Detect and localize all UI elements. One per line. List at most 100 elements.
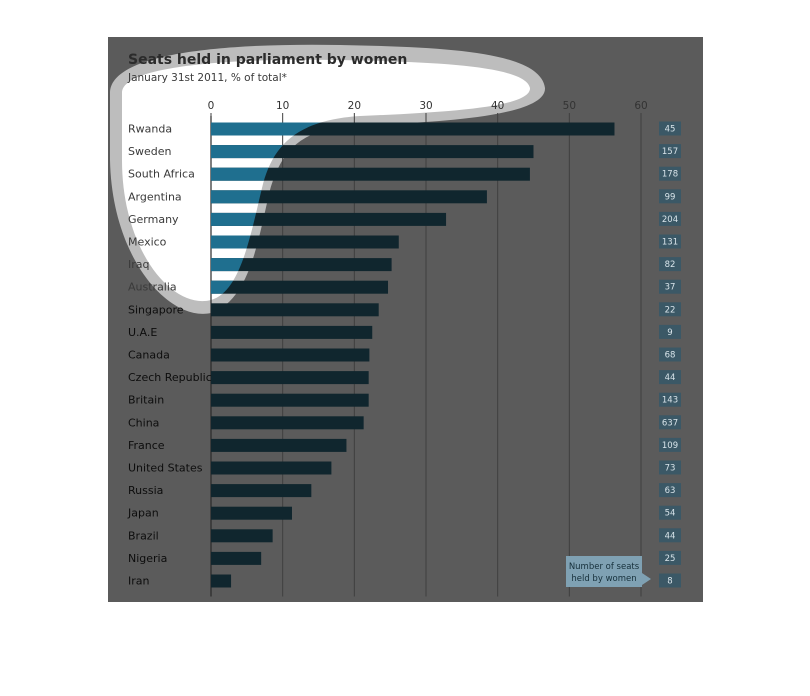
category-label: Brazil — [128, 529, 159, 542]
x-tick-label: 0 — [208, 100, 215, 112]
x-tick-label: 30 — [419, 100, 432, 112]
seat-count: 99 — [665, 192, 676, 202]
seat-count-box — [659, 121, 681, 136]
seat-count-box — [659, 189, 681, 204]
seat-count: 22 — [665, 305, 676, 315]
seat-count: 204 — [662, 215, 678, 225]
seat-count-box — [659, 166, 681, 181]
seat-count-box — [659, 234, 681, 249]
seat-count-box — [659, 324, 681, 339]
seat-count-box — [659, 437, 681, 452]
x-tick-label: 10 — [276, 100, 289, 112]
seat-count-box — [659, 392, 681, 407]
seat-count-box — [659, 370, 681, 385]
bar — [211, 212, 447, 226]
bar — [211, 280, 389, 294]
bars — [211, 122, 615, 588]
category-label: Britain — [128, 394, 164, 407]
seat-count-box — [659, 505, 681, 520]
seat-count: 82 — [665, 260, 676, 270]
seats-legend-box — [566, 556, 651, 587]
seat-count: 68 — [665, 351, 676, 361]
seat-count: 44 — [665, 531, 676, 541]
seat-count: 54 — [665, 509, 676, 519]
seat-count-box — [659, 347, 681, 362]
category-label: Iraq — [128, 258, 150, 271]
bar — [211, 348, 370, 362]
seat-count: 178 — [662, 170, 678, 180]
seat-count-box — [659, 460, 681, 475]
seat-count-box — [659, 528, 681, 543]
category-label: U.A.E — [128, 326, 157, 339]
seat-count-box — [659, 302, 681, 317]
bar — [211, 122, 615, 136]
bar — [211, 529, 273, 543]
seat-count: 637 — [662, 418, 678, 428]
seat-count-box — [659, 550, 681, 565]
category-label: China — [128, 416, 159, 429]
bar — [211, 393, 369, 407]
category-label: Japan — [127, 507, 159, 520]
seat-count-box — [659, 279, 681, 294]
seat-count: 8 — [667, 577, 672, 587]
bar — [211, 258, 392, 272]
x-tick-label: 60 — [634, 100, 647, 112]
x-tick-label: 50 — [563, 100, 576, 112]
bar — [211, 506, 292, 520]
seat-count: 109 — [662, 441, 678, 451]
bar — [211, 438, 347, 452]
bar — [211, 303, 379, 317]
category-label: South Africa — [128, 168, 195, 181]
category-label: Iran — [128, 575, 150, 588]
seat-count: 131 — [662, 238, 678, 248]
chart-subtitle: January 31st 2011, % of total* — [127, 72, 287, 84]
seats-legend-line1: Number of seats — [569, 562, 640, 572]
category-label: France — [128, 439, 165, 452]
bar — [211, 551, 262, 565]
bar — [211, 190, 487, 204]
seat-count-box — [659, 257, 681, 272]
category-label: Czech Republic — [128, 371, 212, 384]
seat-count: 73 — [665, 464, 676, 474]
seat-count: 37 — [665, 283, 676, 293]
category-label: Canada — [128, 349, 170, 362]
seat-count-box — [659, 415, 681, 430]
seat-count: 157 — [662, 147, 678, 157]
bar — [211, 574, 232, 588]
x-tick-label: 20 — [348, 100, 361, 112]
seat-count: 44 — [665, 373, 676, 383]
seat-count-box — [659, 483, 681, 498]
bar — [211, 235, 399, 249]
seat-count-box — [659, 211, 681, 226]
bar — [211, 325, 373, 339]
category-label: Argentina — [128, 190, 182, 203]
bar — [211, 484, 312, 498]
category-label: Mexico — [128, 236, 167, 249]
x-tick-label: 40 — [491, 100, 504, 112]
chart-title: Seats held in parliament by women — [128, 52, 407, 68]
seat-count-box — [659, 144, 681, 159]
category-label: United States — [128, 462, 203, 475]
category-label: Australia — [128, 281, 177, 294]
category-label: Sweden — [128, 145, 171, 158]
seat-count-box — [659, 573, 681, 588]
category-label: Nigeria — [128, 552, 167, 565]
bar — [211, 145, 534, 159]
seat-count: 143 — [662, 396, 678, 406]
bar — [211, 371, 369, 385]
seats-legend: Number of seats held by women — [566, 556, 651, 587]
category-label: Germany — [128, 213, 179, 226]
bar — [211, 416, 364, 430]
seats-legend-line2: held by women — [571, 574, 636, 584]
seat-count: 25 — [665, 554, 676, 564]
seat-count: 45 — [665, 125, 676, 135]
category-label: Russia — [128, 484, 163, 497]
bar — [211, 461, 332, 475]
category-label: Rwanda — [128, 123, 172, 136]
seat-count: 63 — [665, 486, 676, 496]
seat-count: 9 — [667, 328, 672, 338]
labels: 0 10 20 30 40 50 60 Rwanda 45 Sweden 157 South Afri… — [127, 100, 681, 588]
bar — [211, 167, 530, 181]
category-label: Singapore — [128, 303, 184, 316]
